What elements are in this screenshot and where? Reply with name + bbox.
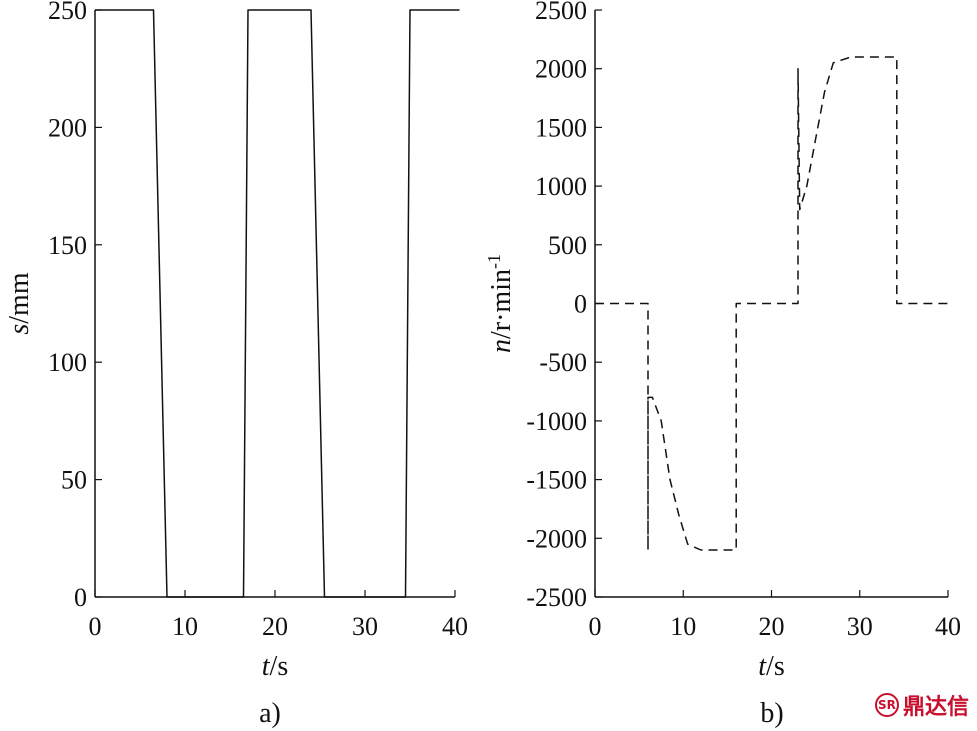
y-tick-label: -1500	[526, 466, 587, 495]
x-tick-label: 30	[352, 612, 378, 641]
chart-panel-1: 0 50 100 150 200 250 0 10 20 30 40 t/s s/mm a)	[4, 0, 468, 729]
x-tick-label: 0	[589, 612, 602, 641]
series-line-1	[595, 56, 953, 551]
chart-panel-2: -2500 -2000 -1500 -1000 -500 0 500 1000 1500 2000…	[484, 0, 961, 729]
panel-label: b)	[760, 698, 783, 729]
x-axis-label: t/s	[758, 651, 784, 682]
x-axis-unit: /s	[270, 651, 289, 682]
y-tick-label: 1000	[535, 172, 587, 201]
x-axis-unit: /s	[766, 651, 785, 682]
panel-label: a)	[259, 698, 281, 729]
x-tick-label: 20	[262, 612, 288, 641]
x-axis-var: t	[758, 651, 767, 682]
y-tick-label: -500	[539, 348, 587, 377]
y-tick-label: 200	[48, 113, 87, 142]
y-tick-label: 50	[61, 466, 87, 495]
x-axis-label: t/s	[262, 651, 288, 682]
x-tick-label: 40	[935, 612, 961, 641]
y-tick-label: -2500	[526, 583, 587, 612]
y-tick-label: 2500	[535, 0, 587, 25]
y-axis-unit: /r·min	[486, 269, 517, 339]
watermark-logo-icon: SR	[874, 693, 899, 717]
y-tick-label: 0	[74, 583, 87, 612]
x-tick-label: 30	[847, 612, 873, 641]
x-tick-label: 40	[442, 612, 468, 641]
y-tick-label: 1500	[535, 113, 587, 142]
series-line-1	[95, 9, 460, 598]
y-tick-label: 100	[48, 348, 87, 377]
y-axis-unit-exponent: -1	[484, 254, 504, 269]
y-tick-label: 0	[574, 290, 587, 319]
y-tick-label: -1000	[526, 407, 587, 436]
y-tick-label: 2000	[535, 55, 587, 84]
y-axis-label: n/r·min-1	[484, 254, 517, 353]
x-tick-label: 10	[172, 612, 198, 641]
y-axis-unit: /mm	[4, 272, 35, 324]
x-tick-label: 20	[759, 612, 785, 641]
y-tick-label: 500	[548, 231, 587, 260]
y-tick-label: 150	[48, 231, 87, 260]
y-axis-label: s/mm	[4, 272, 35, 334]
watermark: SR 鼎达信	[874, 689, 969, 721]
y-tick-label: -2000	[526, 524, 587, 553]
y-tick-label: 250	[48, 0, 87, 25]
watermark-text: 鼎达信	[902, 695, 969, 720]
x-tick-label: 0	[89, 612, 102, 641]
y-axis-var: n	[486, 339, 517, 353]
x-axis-var: t	[262, 651, 271, 682]
y-axis-var: s	[4, 324, 35, 335]
x-tick-label: 10	[670, 612, 696, 641]
